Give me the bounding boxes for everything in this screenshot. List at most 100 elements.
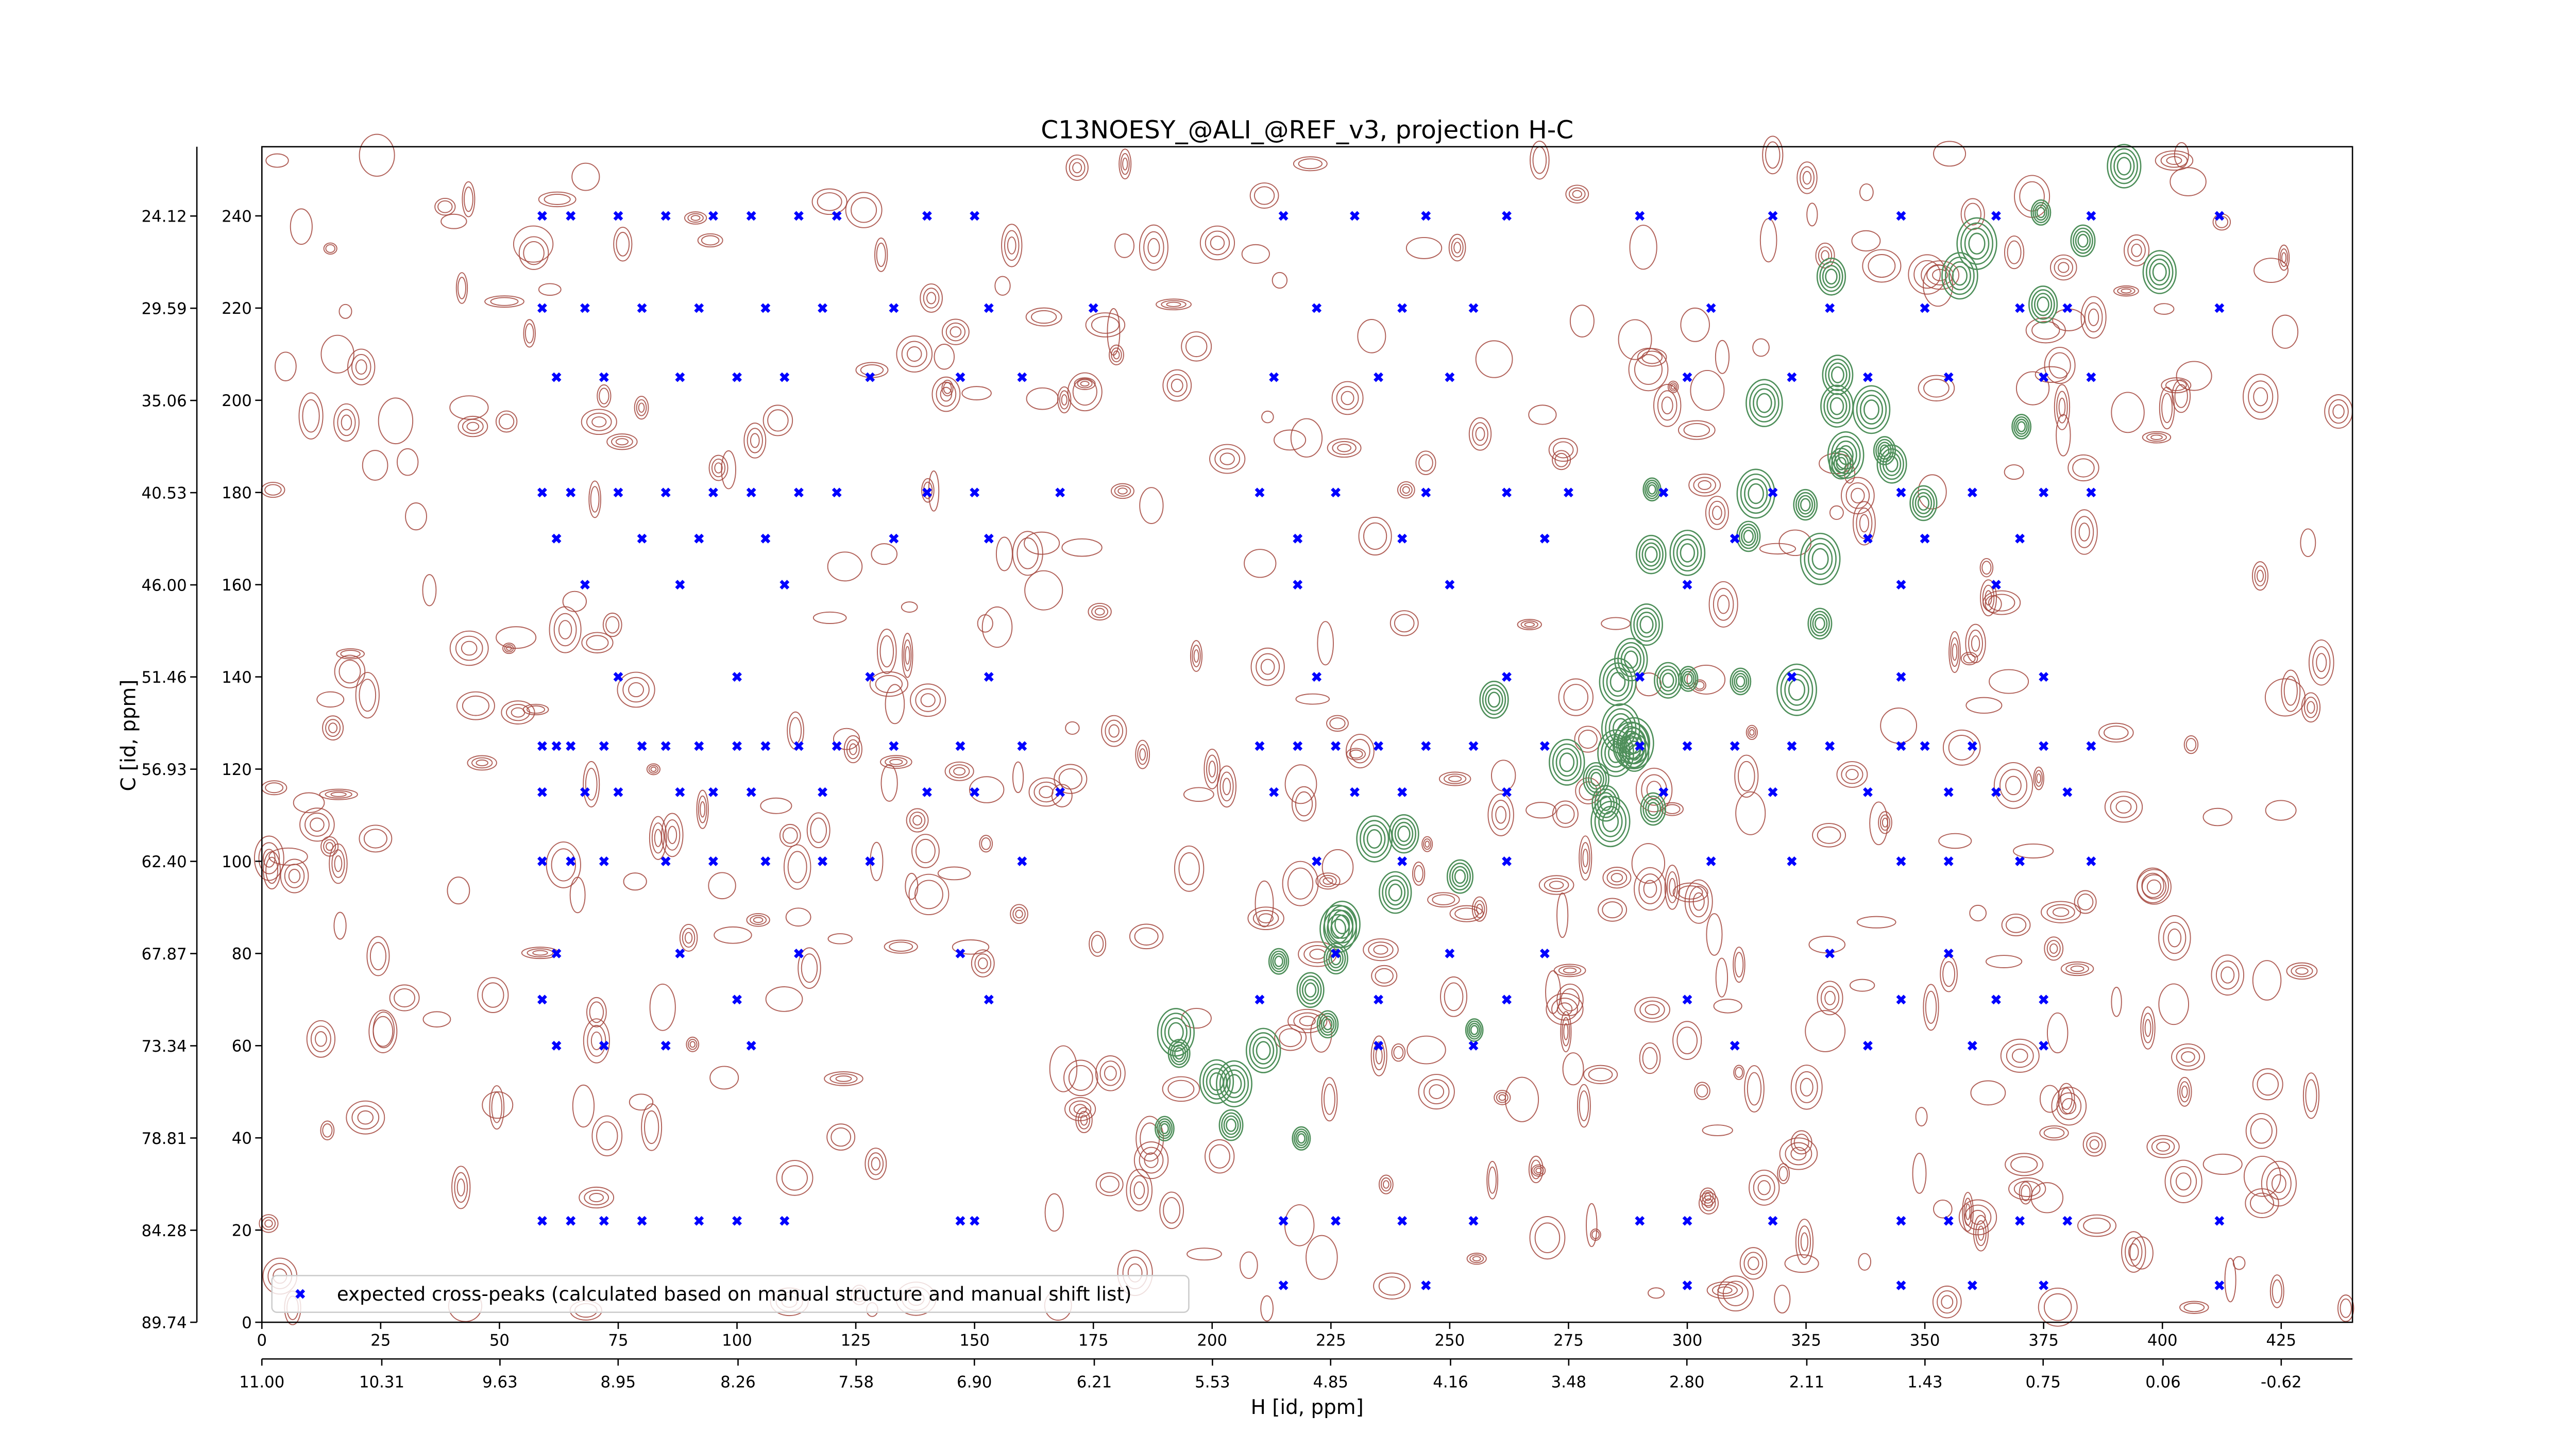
noise-contour (1337, 444, 1352, 452)
peak-contour (1836, 457, 1847, 470)
peak-contour (1320, 1015, 1335, 1033)
noise-contour (1073, 1104, 1087, 1115)
noise-contour (1545, 970, 1561, 1014)
noise-contour (931, 376, 961, 412)
noise-contour (1414, 865, 1423, 883)
x-tick-label: 400 (2147, 1331, 2178, 1350)
noise-contour (1836, 761, 1868, 788)
noise-contour (591, 1115, 623, 1157)
cross-peak (2214, 1280, 2225, 1290)
noise-contour (1001, 224, 1023, 267)
noise-contour (490, 297, 519, 306)
noise-contour (901, 341, 927, 367)
cross-peak (1730, 533, 1740, 544)
cross-peak (1768, 1216, 1778, 1226)
noise-contour (2281, 669, 2301, 712)
noise-contour (1472, 1256, 1481, 1261)
noise-contour (2051, 1086, 2087, 1126)
noise-contour (1219, 771, 1234, 802)
noise-contour (462, 181, 476, 217)
noise-contour (1174, 845, 1205, 892)
noise-contour (1415, 450, 1436, 476)
noise-contour (325, 790, 352, 799)
cross-peak (1278, 1280, 1289, 1290)
peak-contour (1636, 534, 1667, 575)
noise-contour (1099, 1060, 1122, 1086)
noise-contour (549, 606, 582, 653)
peak-contour (1555, 748, 1578, 777)
noise-contour (1080, 1115, 1088, 1126)
noise-contour (953, 767, 966, 776)
noise-contour (1319, 874, 1337, 887)
noise-contour (1471, 896, 1487, 922)
x2-tick-label: 8.95 (601, 1373, 636, 1391)
cross-peak (794, 741, 804, 751)
noise-contour (776, 1160, 814, 1196)
peak-contour (1216, 1060, 1252, 1108)
noise-contour (1560, 988, 1580, 1012)
noise-contour (1684, 879, 1713, 924)
noise-contour (1717, 1286, 1733, 1294)
peak-contour (1620, 646, 1641, 673)
noise-contour (1845, 769, 1859, 780)
peak-contour (1199, 1059, 1234, 1104)
noise-contour (538, 191, 577, 208)
noise-contour (1759, 543, 1797, 555)
noise-contour (1554, 452, 1568, 467)
cross-peak (1293, 533, 1303, 544)
noise-contour (498, 413, 515, 430)
noise-contour (908, 873, 950, 916)
noise-contour (1634, 997, 1670, 1023)
noise-contour (1069, 1100, 1092, 1118)
noise-contour (1517, 619, 1542, 631)
noise-contour (1698, 1192, 1719, 1215)
noise-contour (1577, 1084, 1591, 1128)
noise-contour (2269, 1274, 2284, 1308)
noise-contour (875, 675, 903, 694)
cross-peak (970, 787, 980, 797)
noise-contour (2286, 962, 2318, 980)
cross-peak (1863, 533, 1873, 544)
cross-peak (1502, 787, 1512, 797)
noise-contour (1738, 761, 1755, 791)
cross-peak (1635, 211, 1645, 221)
noise-contour (2202, 1153, 2243, 1175)
cross-peak (779, 372, 790, 382)
cross-peak (1331, 1216, 1341, 1226)
noise-contour (2305, 1079, 2317, 1113)
peak-contour (1209, 1072, 1224, 1091)
noise-contour (1680, 307, 1710, 342)
cross-peak (1017, 741, 1027, 751)
noise-contour (1274, 1024, 1307, 1051)
noise-contour (338, 660, 361, 684)
noise-contour (1845, 482, 1870, 509)
noise-contour (1639, 1042, 1661, 1074)
noise-contour (1039, 786, 1054, 798)
noise-contour (477, 977, 509, 1013)
noise-contour (2065, 963, 2089, 974)
peak-contour (1330, 918, 1346, 939)
cross-peak (732, 995, 742, 1005)
noise-contour (623, 872, 647, 891)
noise-contour (1114, 485, 1131, 497)
cross-peak (613, 672, 623, 682)
cross-peak (818, 787, 827, 797)
noise-contour (1817, 981, 1843, 1016)
peak-contour (1485, 688, 1503, 712)
noise-contour (2337, 1294, 2354, 1322)
noise-contour (1091, 934, 1104, 953)
noise-contour (1373, 1041, 1385, 1071)
noise-contour (1429, 1084, 1445, 1099)
peak-contour (1363, 824, 1386, 853)
noise-contour (1588, 1067, 1613, 1082)
noise-contour (2254, 565, 2266, 586)
peak-contour (2077, 233, 2089, 248)
x2-tick-label: 4.16 (1433, 1373, 1468, 1391)
cross-peak (551, 372, 562, 382)
cross-peak (794, 948, 804, 958)
noise-contour (1063, 1059, 1098, 1097)
noise-contour (341, 414, 352, 431)
peak-contour (1591, 785, 1620, 822)
noise-contour (2033, 766, 2044, 790)
